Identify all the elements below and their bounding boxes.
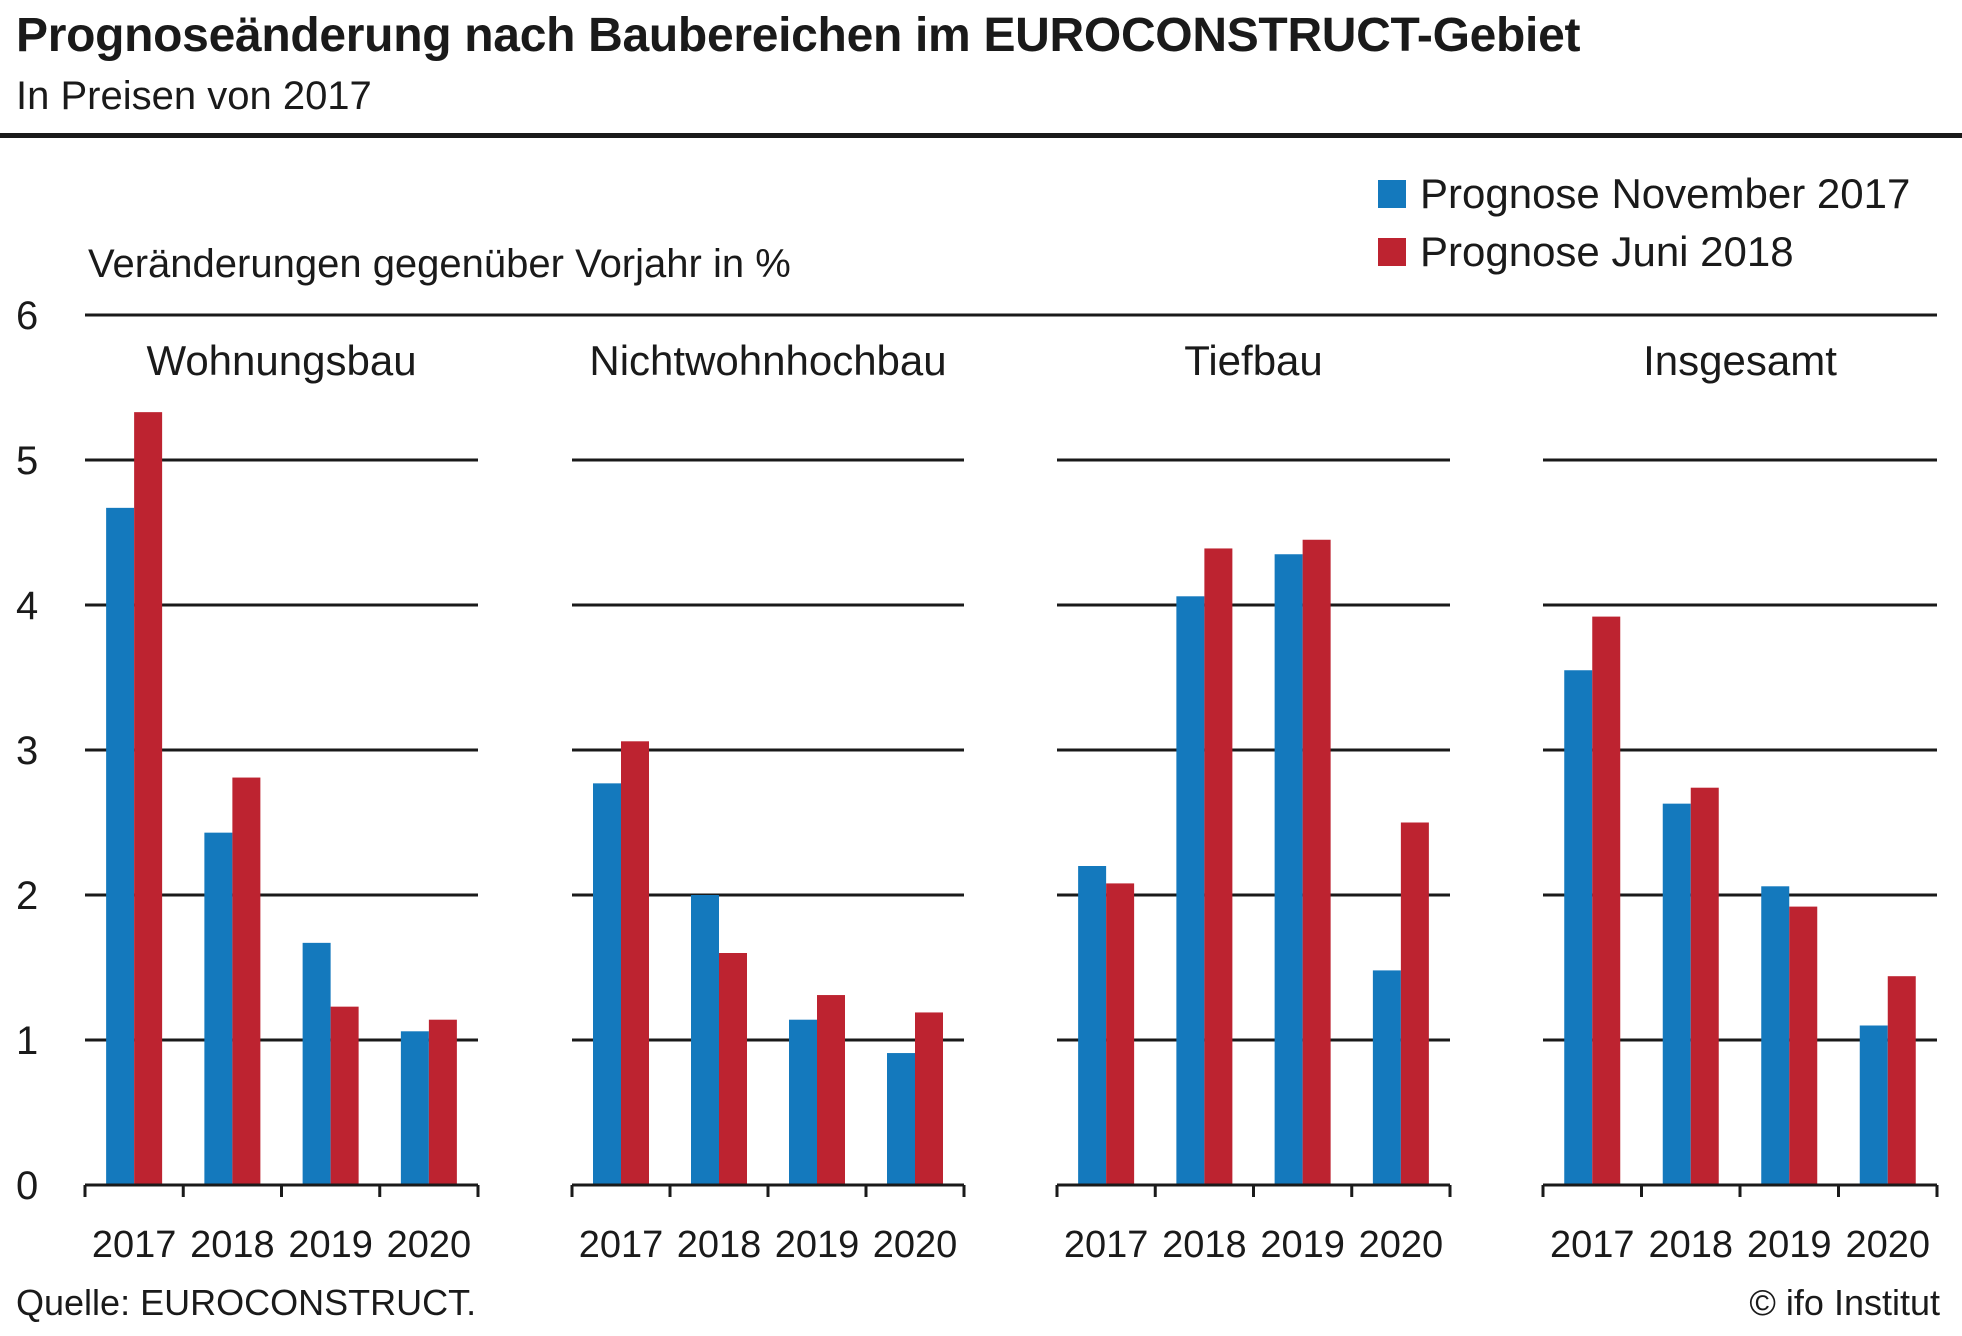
bar xyxy=(302,942,331,1185)
x-tick-label: 2020 xyxy=(873,1224,958,1266)
x-tick-label: 2018 xyxy=(1162,1224,1247,1266)
bar xyxy=(204,832,233,1185)
bar xyxy=(1789,906,1818,1185)
y-tick-label: 0 xyxy=(16,1164,38,1208)
bar xyxy=(1400,822,1429,1185)
y-axis-label: Veränderungen gegenüber Vorjahr in % xyxy=(88,242,791,286)
bar xyxy=(1078,866,1107,1185)
bar xyxy=(691,895,719,1185)
x-tick-label: 2017 xyxy=(579,1224,664,1266)
x-tick-label: 2017 xyxy=(1064,1224,1149,1266)
panel-title: Insgesamt xyxy=(1643,337,1837,384)
title-divider xyxy=(0,133,1962,138)
y-tick-label: 4 xyxy=(16,584,38,628)
bar xyxy=(1662,803,1691,1185)
legend-label-series-2: Prognose Juni 2018 xyxy=(1420,228,1794,275)
bar xyxy=(1564,670,1593,1185)
source-note: Quelle: EUROCONSTRUCT. xyxy=(16,1282,477,1323)
x-tick-label: 2019 xyxy=(775,1224,860,1266)
chart-title: Prognoseänderung nach Baubereichen im EU… xyxy=(16,9,1581,62)
x-tick-label: 2017 xyxy=(92,1224,177,1266)
bar xyxy=(428,1019,457,1185)
bar xyxy=(1887,976,1916,1185)
bar xyxy=(915,1012,943,1185)
bar xyxy=(1761,886,1790,1185)
bar xyxy=(1592,616,1621,1185)
x-tick-label: 2020 xyxy=(387,1224,472,1266)
y-tick-label: 3 xyxy=(16,729,38,773)
bar xyxy=(106,507,135,1186)
x-tick-label: 2018 xyxy=(190,1224,275,1266)
bar xyxy=(817,995,845,1185)
x-tick-label: 2019 xyxy=(288,1224,373,1266)
x-tick-label: 2019 xyxy=(1747,1224,1832,1266)
bar xyxy=(719,953,747,1185)
y-tick-label: 5 xyxy=(16,439,38,483)
bar xyxy=(400,1031,429,1185)
legend-swatch-series-1 xyxy=(1378,180,1406,208)
legend-label-series-1: Prognose November 2017 xyxy=(1420,170,1911,217)
copyright-note: © ifo Institut xyxy=(1749,1282,1940,1323)
panel-title: Tiefbau xyxy=(1184,337,1323,384)
x-tick-label: 2018 xyxy=(677,1224,762,1266)
bar xyxy=(593,783,621,1185)
bar xyxy=(1204,548,1233,1185)
bar xyxy=(1302,539,1331,1185)
bar xyxy=(887,1053,915,1185)
legend-item-series-2: Prognose Juni 2018 xyxy=(1378,223,1910,281)
legend-item-series-1: Prognose November 2017 xyxy=(1378,165,1910,223)
bar xyxy=(232,777,261,1185)
y-tick-label: 6 xyxy=(16,294,38,338)
bar xyxy=(1372,970,1401,1185)
x-tick-label: 2019 xyxy=(1260,1224,1345,1266)
x-tick-label: 2020 xyxy=(1845,1224,1930,1266)
bar xyxy=(330,1006,359,1185)
x-tick-label: 2018 xyxy=(1648,1224,1733,1266)
panel-title: Wohnungsbau xyxy=(146,337,416,384)
bar xyxy=(1859,1025,1888,1185)
y-tick-label: 2 xyxy=(16,874,38,918)
x-tick-label: 2020 xyxy=(1359,1224,1444,1266)
chart-subtitle: In Preisen von 2017 xyxy=(16,74,372,118)
bar xyxy=(789,1019,817,1185)
legend-swatch-series-2 xyxy=(1378,238,1406,266)
panel-title: Nichtwohnhochbau xyxy=(589,337,946,384)
bar xyxy=(1274,554,1303,1185)
bar xyxy=(1106,883,1135,1185)
y-tick-label: 1 xyxy=(16,1019,38,1063)
bar xyxy=(621,741,649,1185)
chart-legend: Prognose November 2017 Prognose Juni 201… xyxy=(1378,165,1910,281)
bar xyxy=(1176,596,1205,1185)
bar xyxy=(134,412,163,1185)
x-tick-label: 2017 xyxy=(1550,1224,1635,1266)
bar xyxy=(1690,787,1719,1185)
